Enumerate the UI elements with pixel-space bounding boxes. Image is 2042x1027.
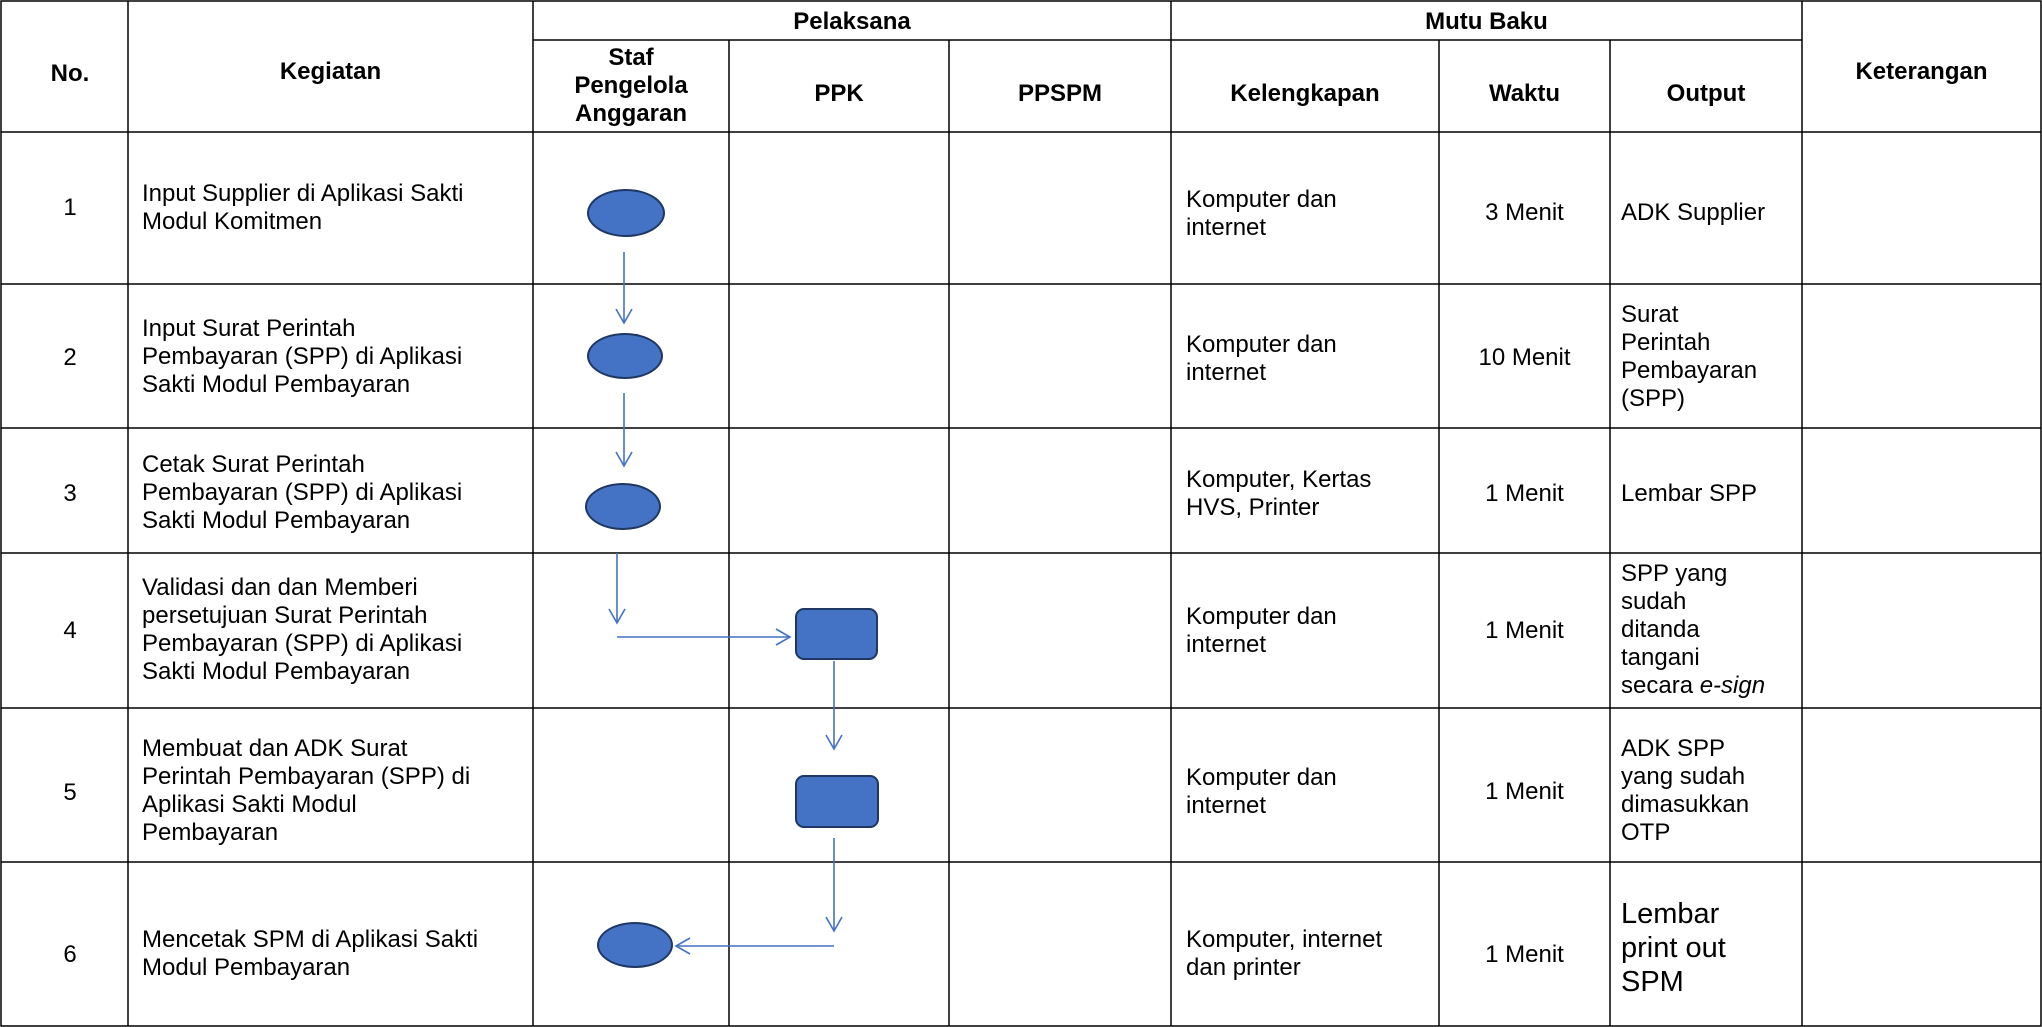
activity-description: Input Supplier di Aplikasi Sakti Modul K…	[142, 180, 464, 235]
activity-description: Input Surat Perintah Pembayaran (SPP) di…	[142, 315, 463, 398]
row-number: 4	[63, 617, 77, 644]
row-number: 1	[63, 194, 77, 221]
header-ppk: PPK	[814, 80, 864, 107]
duration-text: 1 Menit	[1485, 941, 1564, 968]
row-number: 6	[63, 941, 77, 968]
duration-text: 1 Menit	[1485, 480, 1564, 507]
output-text: Lembar print out SPM	[1621, 898, 1726, 998]
output-text-main: SPP yang sudah ditanda tangani	[1621, 560, 1728, 671]
header-mutu-baku: Mutu Baku	[1425, 8, 1548, 35]
header-output: Output	[1666, 80, 1746, 107]
equipment-text: Komputer, Kertas HVS, Printer	[1186, 466, 1372, 521]
duration-text: 3 Menit	[1485, 199, 1564, 226]
activity-description: Mencetak SPM di Aplikasi Sakti Modul Pem…	[142, 926, 479, 981]
output-text: Surat Perintah Pembayaran (SPP)	[1621, 301, 1758, 412]
flow-step-5-rect	[795, 775, 879, 828]
flow-step-2-oval	[587, 333, 663, 379]
equipment-text: Komputer dan internet	[1186, 603, 1337, 658]
equipment-text: Komputer dan internet	[1186, 764, 1337, 819]
duration-text: 10 Menit	[1478, 344, 1571, 371]
equipment-text: Komputer dan internet	[1186, 331, 1337, 386]
duration-text: 1 Menit	[1485, 778, 1564, 805]
row-number: 2	[63, 344, 77, 371]
equipment-text: Komputer dan internet	[1186, 186, 1337, 241]
activity-description: Membuat dan ADK Surat Perintah Pembayara…	[142, 735, 471, 846]
output-text-esign: e-sign	[1699, 672, 1766, 699]
flow-step-4-rect	[795, 608, 878, 660]
output-text-tail: secara	[1621, 672, 1700, 699]
header-waktu: Waktu	[1488, 80, 1561, 107]
output-text: ADK SPP yang sudah dimasukkan OTP	[1621, 735, 1750, 846]
output-text: SPP yang sudah ditanda tangani secara e-…	[1621, 560, 1801, 700]
header-kelengkapan: Kelengkapan	[1230, 80, 1380, 107]
header-ppspm: PPSPM	[1017, 80, 1103, 107]
flow-step-3-oval	[585, 483, 661, 530]
header-kegiatan: Kegiatan	[279, 58, 382, 85]
row-number: 5	[63, 779, 77, 806]
activity-description: Cetak Surat Perintah Pembayaran (SPP) di…	[142, 451, 463, 534]
equipment-text: Komputer, internet dan printer	[1186, 926, 1383, 981]
duration-text: 1 Menit	[1485, 617, 1564, 644]
flow-step-1-oval	[587, 189, 665, 237]
flow-step-6-oval	[597, 922, 673, 968]
header-no: No.	[50, 60, 90, 87]
header-keterangan: Keterangan	[1855, 58, 1988, 85]
output-text: Lembar SPP	[1621, 480, 1758, 507]
header-pelaksana: Pelaksana	[793, 8, 911, 35]
activity-description: Validasi dan dan Memberi persetujuan Sur…	[142, 574, 463, 685]
row-number: 3	[63, 480, 77, 507]
output-text: ADK Supplier	[1621, 199, 1766, 226]
header-staf-pengelola-anggaran: Staf Pengelola Anggaran	[574, 44, 688, 127]
